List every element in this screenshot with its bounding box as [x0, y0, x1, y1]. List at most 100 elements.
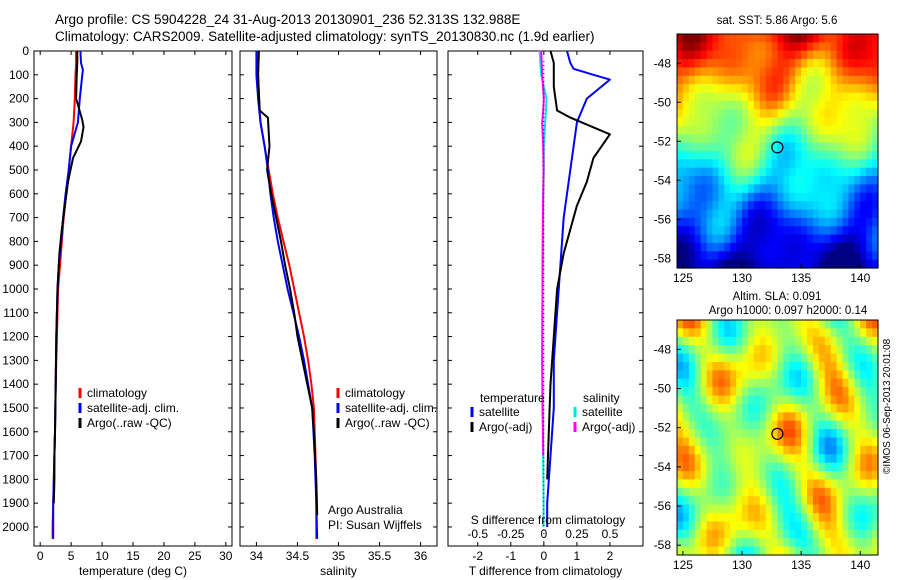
heatmap-cell [688, 403, 696, 413]
heatmap-cell [765, 403, 773, 413]
heatmap-cell [765, 142, 773, 152]
heatmap-cell [771, 50, 779, 60]
heatmap-cell [789, 251, 796, 261]
heatmap-cell [700, 176, 708, 186]
heatmap-cell [747, 336, 755, 346]
heatmap-cell [836, 370, 844, 380]
heatmap-cell [860, 328, 867, 338]
heatmap-cell [742, 75, 749, 85]
heatmap-cell [818, 328, 826, 338]
heatmap-cell [777, 420, 785, 430]
heatmap-cell [765, 201, 773, 211]
heatmap-cell [771, 217, 779, 227]
heatmap-cell [818, 117, 826, 127]
heatmap-cell [854, 328, 861, 338]
heatmap-cell [830, 328, 838, 338]
heatmap-cell [824, 42, 832, 52]
heatmap-cell [677, 217, 684, 227]
heatmap-cell [872, 412, 879, 422]
heatmap-cell [718, 429, 725, 439]
heatmap-cell [812, 59, 820, 69]
heatmap-cell [718, 361, 725, 371]
heatmap-cell [712, 42, 719, 52]
heatmap-cell [700, 67, 708, 77]
heatmap-cell [783, 67, 790, 77]
heatmap-cell [812, 217, 820, 227]
heatmap-cell [777, 320, 785, 329]
heatmap-cell [777, 259, 785, 269]
heatmap-cell [812, 395, 820, 405]
heatmap-cell [771, 328, 779, 338]
heatmap-cell [765, 167, 773, 177]
heatmap-cell [771, 201, 779, 211]
heatmap-cell [842, 370, 850, 380]
heatmap-cell [783, 201, 790, 211]
heatmap-cell [777, 59, 785, 69]
heatmap-cell [777, 471, 785, 481]
heatmap-cell [682, 496, 690, 506]
heatmap-cell [807, 387, 814, 397]
heatmap-cell [682, 176, 690, 186]
heatmap-cell [866, 84, 873, 94]
heatmap-cell [677, 125, 684, 135]
heatmap-cell [830, 353, 838, 363]
heatmap-cell [824, 92, 832, 102]
heatmap-cell [682, 226, 690, 236]
heatmap-cell [742, 403, 749, 413]
heatmap-cell [818, 479, 826, 489]
heatmap-cell [830, 403, 838, 413]
heatmap-cell [718, 251, 725, 261]
heatmap-cell [860, 109, 867, 119]
heatmap-cell [747, 75, 755, 85]
heatmap-cell [789, 336, 796, 346]
heatmap-cell [677, 538, 684, 548]
legend-label: satellite-adj. clim. [87, 401, 179, 415]
heatmap-cell [742, 395, 749, 405]
heatmap-cell [872, 320, 879, 329]
heatmap-cell [872, 226, 879, 236]
heatmap-cell [718, 209, 725, 219]
heatmap-cell [724, 142, 731, 152]
heatmap-cell [801, 217, 808, 227]
heatmap-cell [789, 201, 796, 211]
heatmap-cell [860, 504, 867, 514]
heatmap-cell [795, 412, 802, 422]
heatmap-cell [730, 479, 737, 489]
heatmap-cell [677, 34, 684, 43]
heatmap-cell [688, 479, 696, 489]
heatmap-cell [747, 462, 755, 472]
heatmap-cell [700, 336, 708, 346]
heatmap-cell [872, 125, 879, 135]
heatmap-cell [824, 336, 832, 346]
heatmap-cell [812, 320, 820, 329]
heatmap-cell [712, 109, 719, 119]
heatmap-cell [765, 328, 773, 338]
heatmap-cell [824, 59, 832, 69]
heatmap-cell [824, 445, 832, 455]
heatmap-cell [712, 259, 719, 269]
heatmap-cell [724, 176, 731, 186]
heatmap-cell [682, 395, 690, 405]
heatmap-cell [718, 479, 725, 489]
heatmap-cell [777, 487, 785, 497]
heatmap-cell [807, 159, 814, 169]
heatmap-cell [860, 320, 867, 329]
heatmap-cell [706, 151, 714, 160]
heatmap-cell [700, 151, 708, 160]
heatmap-cell [694, 487, 702, 497]
heatmap-cell [860, 92, 867, 102]
heatmap-cell [753, 320, 761, 329]
heatmap-cell [836, 92, 844, 102]
heatmap-cell [777, 125, 785, 135]
heatmap-cell [724, 504, 731, 514]
heatmap-cell [730, 159, 737, 169]
heatmap-cell [700, 100, 708, 110]
heatmap-cell [677, 184, 684, 194]
heatmap-cell [718, 201, 725, 211]
heatmap-cell [866, 142, 873, 152]
heatmap-cell [830, 345, 838, 355]
heatmap-cell [812, 529, 820, 539]
heatmap-cell [771, 479, 779, 489]
heatmap-cell [742, 184, 749, 194]
